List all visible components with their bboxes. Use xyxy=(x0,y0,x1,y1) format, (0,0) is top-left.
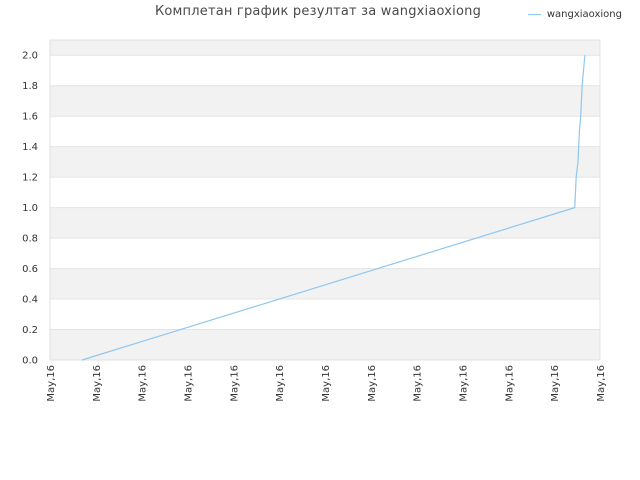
x-tick-label: May,16 xyxy=(596,365,607,402)
y-tick-label: 1.0 xyxy=(22,203,38,214)
y-tick-label: 1.8 xyxy=(22,81,38,92)
plot-band xyxy=(50,329,600,360)
x-tick-label: May,16 xyxy=(321,365,332,402)
plot-band xyxy=(50,146,600,178)
plot-band xyxy=(50,207,600,239)
plot-band xyxy=(50,268,600,300)
y-tick-labels: 0.0 0.2 0.4 0.6 0.8 1.0 1.2 1.4 1.6 1.8 2.0 xyxy=(22,51,38,367)
x-tick-label: May,16 xyxy=(459,365,470,402)
y-tick-label: 0.0 xyxy=(22,356,38,367)
x-tick-label: May,16 xyxy=(275,365,286,402)
x-tick-label: May,16 xyxy=(367,365,378,402)
plot-band xyxy=(50,40,600,56)
x-tick-label: May,16 xyxy=(229,365,240,402)
x-tick-labels: May,16 May,16 May,16 May,16 May,16 May,16 May,… xyxy=(46,365,607,402)
series-line xyxy=(81,55,586,361)
y-tick-label: 0.2 xyxy=(22,325,38,336)
y-tick-label: 2.0 xyxy=(22,51,38,62)
chart-title: Комплетан график резултат за wangxiaoxio… xyxy=(154,4,482,19)
legend: wangxiaoxiong xyxy=(527,9,622,20)
plot-frame xyxy=(49,39,601,361)
x-tick-label: May,16 xyxy=(550,365,561,402)
y-tick-label: 0.4 xyxy=(22,295,38,306)
y-tick-label: 0.6 xyxy=(22,264,38,275)
x-tick-label: May,16 xyxy=(504,365,515,402)
x-tick-label: May,16 xyxy=(138,365,149,402)
legend-label: wangxiaoxiong xyxy=(546,9,622,20)
plot-band xyxy=(50,177,600,208)
x-tick-label: May,16 xyxy=(184,365,195,402)
y-tick-label: 1.4 xyxy=(22,142,38,153)
x-tick-label: May,16 xyxy=(92,365,103,402)
x-tick-label: May,16 xyxy=(46,365,57,402)
plot-bands xyxy=(50,40,600,360)
plot-band xyxy=(50,85,600,117)
plot-band xyxy=(50,55,600,86)
legend-swatch xyxy=(527,14,541,15)
y-tick-label: 1.6 xyxy=(22,112,38,123)
plot-band xyxy=(50,299,600,330)
plot-band xyxy=(50,116,600,147)
plot-band xyxy=(50,238,600,269)
y-tick-label: 0.8 xyxy=(22,234,38,245)
x-tick-label: May,16 xyxy=(413,365,424,402)
y-tick-label: 1.2 xyxy=(22,173,38,184)
